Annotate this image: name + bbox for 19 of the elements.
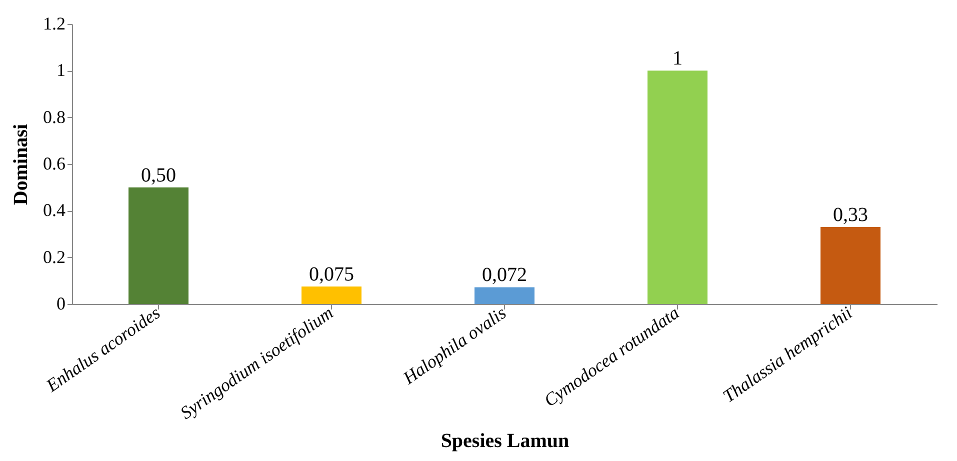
data-label: 0,50: [141, 164, 176, 186]
y-tick-label: 0.2: [43, 246, 66, 267]
bar: [648, 70, 708, 304]
y-tick-label: 0: [56, 294, 66, 314]
y-tick-label: 0.8: [43, 106, 66, 127]
y-tick-label: 0.4: [43, 200, 66, 220]
y-tick-label: 0.6: [43, 154, 66, 174]
y-tick-label: 1.2: [43, 14, 66, 34]
bar: [302, 286, 362, 304]
data-label: 1: [672, 48, 682, 70]
data-label: 0,33: [833, 204, 868, 226]
data-label: 0,072: [482, 264, 527, 286]
bar: [474, 287, 534, 304]
y-axis-title: Dominasi: [10, 123, 32, 206]
bar: [128, 187, 188, 304]
data-label: 0,075: [309, 264, 354, 286]
y-tick-label: 1: [56, 60, 66, 80]
bar: [820, 227, 880, 304]
x-axis-title: Spesies Lamun: [440, 430, 570, 452]
